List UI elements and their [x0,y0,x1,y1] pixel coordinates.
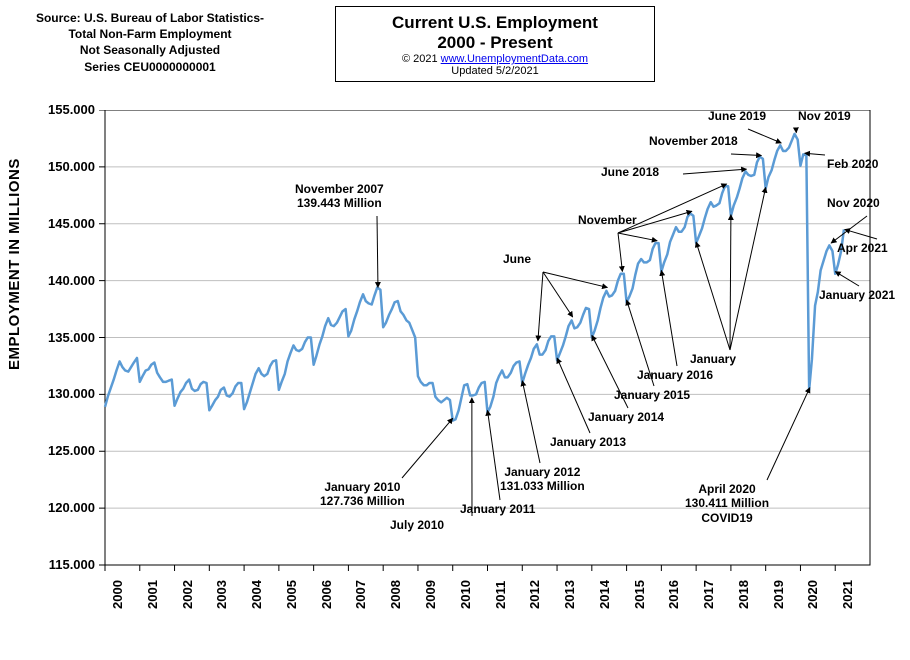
x-axis-tick-label: 2004 [249,580,264,609]
y-axis-tick-label: 140.000 [35,273,95,288]
x-axis-tick-label: 2009 [423,580,438,609]
source-attribution: Source: U.S. Bureau of Labor Statistics-… [20,10,280,75]
x-axis-tick-label: 2007 [353,580,368,609]
x-axis-tick-label: 2011 [493,581,508,609]
x-axis-tick-label: 2002 [180,580,195,609]
x-axis-tick-label: 2020 [805,580,820,609]
y-axis-tick-label: 150.000 [35,159,95,174]
x-axis-tick-label: 2001 [145,580,160,609]
x-axis-tick-label: 2014 [597,580,612,609]
x-axis-tick-label: 2019 [771,580,786,609]
x-axis-tick-label: 2006 [319,580,334,609]
chart-title-line-1: Current U.S. Employment [340,13,650,33]
x-axis-tick-label: 2018 [736,580,751,609]
y-axis-tick-label: 145.000 [35,216,95,231]
x-axis-tick-label: 2005 [284,580,299,609]
source-line-2: Total Non-Farm Employment [20,26,280,42]
employment-chart-root: Source: U.S. Bureau of Labor Statistics-… [0,0,910,660]
x-axis-tick-label: 2003 [214,580,229,609]
y-axis-tick-label: 155.000 [35,102,95,117]
y-axis-tick-label: 135.000 [35,330,95,345]
y-axis-tick-label: 130.000 [35,386,95,401]
x-axis-tick-label: 2000 [110,580,125,609]
copyright-symbol: © 2021 [402,53,441,65]
source-line-3: Not Seasonally Adjusted [20,42,280,58]
x-axis-tick-label: 2010 [458,580,473,609]
source-link[interactable]: www.UnemploymentData.com [441,53,588,65]
x-axis-tick-label: 2016 [666,580,681,609]
chart-title-line-2: 2000 - Present [340,33,650,53]
source-line-4: Series CEU0000000001 [20,59,280,75]
chart-title-box: Current U.S. Employment 2000 - Present ©… [335,6,655,82]
x-axis-tick-label: 2008 [388,580,403,609]
chart-updated-line: Updated 5/2/2021 [340,65,650,77]
x-axis-tick-label: 2013 [562,580,577,609]
y-axis-tick-label: 115.000 [35,557,95,572]
x-axis-tick-label: 2021 [840,580,855,609]
y-axis-tick-label: 120.000 [35,500,95,515]
chart-svg [5,110,905,650]
chart-copyright-line: © 2021 www.UnemploymentData.com [340,53,650,65]
x-axis-tick-label: 2012 [527,580,542,609]
x-axis-tick-label: 2017 [701,580,716,609]
chart-plot-area: November 2007139.443 MillionJanuary 2010… [5,110,905,650]
source-line-1: Source: U.S. Bureau of Labor Statistics- [20,10,280,26]
y-axis-tick-label: 125.000 [35,443,95,458]
x-axis-tick-label: 2015 [632,580,647,609]
